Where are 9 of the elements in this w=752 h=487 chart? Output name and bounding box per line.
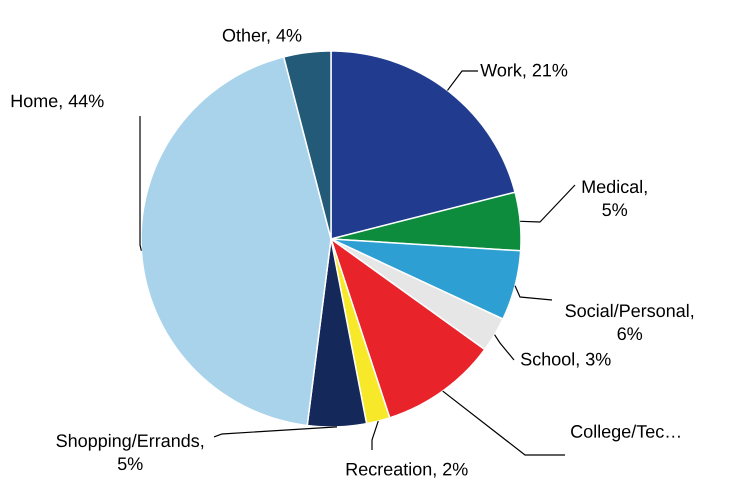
slice-label: Recreation, 2% bbox=[346, 462, 468, 478]
slice-label: Work, 21% bbox=[480, 63, 568, 79]
slice-label: Shopping/Errands, 5% bbox=[56, 434, 204, 470]
slice-label: Medical, 5% bbox=[582, 180, 647, 216]
slice-label: School, 3% bbox=[521, 352, 611, 368]
slice-label: Other, 4% bbox=[222, 28, 302, 44]
slice-label: Home, 44% bbox=[12, 94, 104, 110]
slice-label: Social/Personal, 6% bbox=[565, 304, 694, 340]
slice-label: College/Tec… bbox=[571, 424, 680, 442]
